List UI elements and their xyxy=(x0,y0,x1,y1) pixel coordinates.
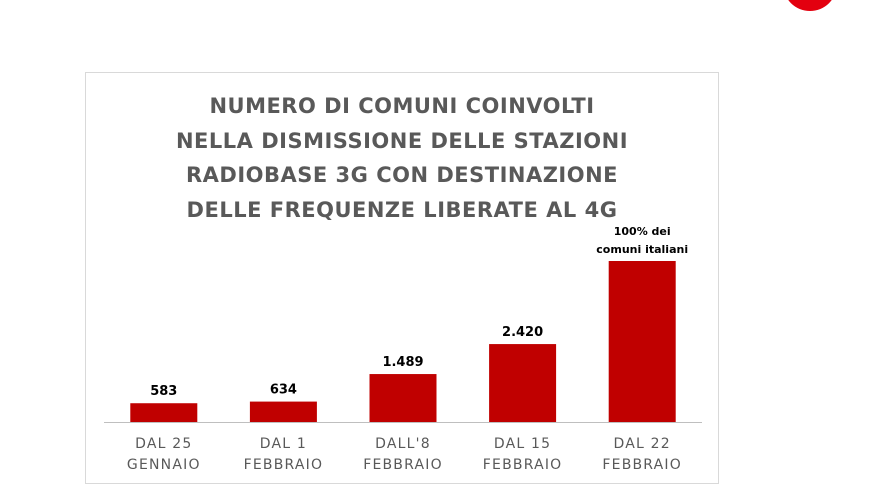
category-label-3-line-2: FEBBRAIO xyxy=(363,457,443,473)
category-label-1-line-1: DAL 25 xyxy=(135,436,192,452)
data-label-2: 634 xyxy=(270,383,297,398)
category-label-3-line-1: DALL'8 xyxy=(375,436,431,452)
category-label-1-line-2: GENNAIO xyxy=(127,457,201,473)
category-label-5-line-1: DAL 22 xyxy=(614,436,671,452)
category-label-5-line-2: FEBBRAIO xyxy=(602,457,682,473)
data-label-3: 1.489 xyxy=(382,355,423,370)
data-label-1: 583 xyxy=(150,384,177,399)
category-label-2-line-2: FEBBRAIO xyxy=(244,457,324,473)
category-label-4-line-1: DAL 15 xyxy=(494,436,551,452)
chart-title: NUMERO DI COMUNI COINVOLTI NELLA DISMISS… xyxy=(175,94,629,222)
category-label-4-line-2: FEBBRAIO xyxy=(483,457,563,473)
data-label-4: 2.420 xyxy=(502,325,543,340)
bar-5 xyxy=(608,261,676,422)
corner-badge-logo xyxy=(783,0,837,11)
data-label-5-line-2: comuni italiani xyxy=(596,243,688,256)
bar-4 xyxy=(489,344,557,422)
bar-chart-plot: 583 DAL 25 GENNAIO 634 DAL 1 FEBBRAIO 1.489 DAL… xyxy=(104,225,702,473)
category-label-2-line-1: DAL 1 xyxy=(260,436,307,452)
data-label-5-line-1: 100% dei xyxy=(614,225,671,238)
bar-3 xyxy=(369,374,437,422)
chart-container: NUMERO DI COMUNI COINVOLTI NELLA DISMISS… xyxy=(85,72,719,484)
bar-1 xyxy=(130,403,198,422)
bar-2 xyxy=(249,401,317,422)
